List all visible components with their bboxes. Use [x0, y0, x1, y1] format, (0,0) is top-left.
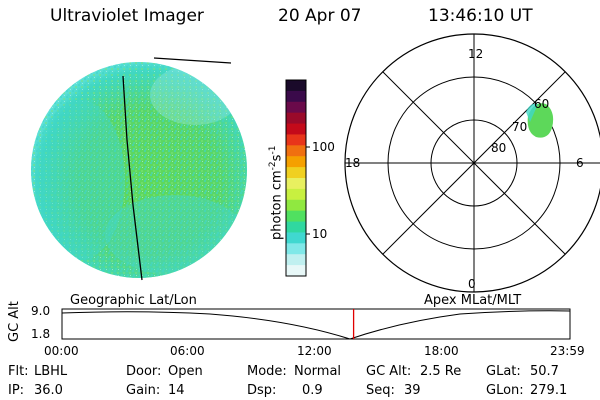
- mode-value: Normal: [294, 364, 342, 379]
- colorbar-cell: [286, 123, 306, 135]
- limb-marker-line: [153, 57, 232, 64]
- glat-value: 50.7: [530, 364, 559, 379]
- colorbar-tick-100: 100: [312, 140, 335, 154]
- timeline-left-caption: Geographic Lat/Lon: [70, 293, 197, 308]
- altitude-curve: [61, 310, 571, 340]
- colorbar-cell: [286, 156, 306, 168]
- colorbar-cell: [286, 243, 306, 255]
- timeline-xtick-0000: 00:00: [44, 344, 79, 358]
- dsp-label: Dsp:: [247, 383, 277, 398]
- colorbar-cell: [286, 210, 306, 223]
- lat-label-70: 70: [512, 120, 528, 134]
- gain-label: Gain:: [126, 383, 161, 398]
- colorbar-cell: [286, 265, 306, 277]
- gain-value: 14: [168, 383, 185, 398]
- colorbar-cell: [286, 112, 306, 125]
- timeline-xtick-1800: 18:00: [424, 344, 459, 358]
- timeline-ymax: 9.0: [31, 304, 51, 318]
- timeline-xtick-2359: 23:59: [550, 344, 585, 358]
- mlt-label-12: 12: [468, 47, 484, 61]
- colorbar-cell: [286, 101, 306, 114]
- observation-date: 20 Apr 07: [278, 6, 362, 26]
- colorbar-cell: [286, 232, 306, 244]
- door-value: Open: [168, 364, 203, 379]
- glon-value: 279.1: [530, 383, 568, 398]
- timeline-xtick-0600: 06:00: [170, 344, 205, 358]
- lat-label-80: 80: [491, 141, 507, 155]
- mlt-label-18: 18: [345, 156, 361, 170]
- mode-label: Mode:: [247, 364, 287, 379]
- timeline-ymin: 1.8: [31, 327, 51, 341]
- seq-label: Seq:: [366, 383, 395, 398]
- colorbar-cell: [286, 199, 306, 212]
- glat-label: GLat:: [486, 364, 521, 379]
- timeline-xtick-1200: 12:00: [297, 344, 332, 358]
- colorbar-cell: [286, 188, 306, 201]
- ip-value: 36.0: [34, 383, 63, 398]
- door-label: Door:: [126, 364, 162, 379]
- mlt-label-6: 6: [576, 156, 584, 170]
- colorbar-cell: [286, 254, 306, 266]
- glon-label: GLon:: [486, 383, 524, 398]
- ip-label: IP:: [8, 383, 25, 398]
- colorbar-cell: [286, 134, 306, 146]
- flt-label: Flt:: [8, 364, 29, 379]
- terminator-line: [122, 75, 143, 281]
- seq-value: 39: [404, 383, 421, 398]
- colorbar-cell: [286, 145, 306, 157]
- colorbar-cell: [286, 221, 306, 233]
- colorbar-cell: [286, 178, 306, 190]
- dsp-value: 0.9: [302, 383, 323, 398]
- observation-time: 13:46:10 UT: [428, 6, 533, 26]
- colorbar-cell: [286, 167, 306, 179]
- mlt-label-0: 0: [468, 277, 476, 291]
- colorbar-tick-10: 10: [312, 227, 328, 241]
- instrument-title: Ultraviolet Imager: [50, 6, 204, 26]
- gcalt-value: 2.5 Re: [420, 364, 462, 379]
- colorbar-cell: [286, 80, 306, 92]
- timeline-right-caption: Apex MLat/MLT: [424, 293, 522, 308]
- lat-label-60: 60: [534, 97, 550, 111]
- gcalt-label: GC Alt:: [366, 364, 412, 379]
- flt-value: LBHL: [34, 364, 68, 379]
- colorbar-cell: [286, 90, 306, 103]
